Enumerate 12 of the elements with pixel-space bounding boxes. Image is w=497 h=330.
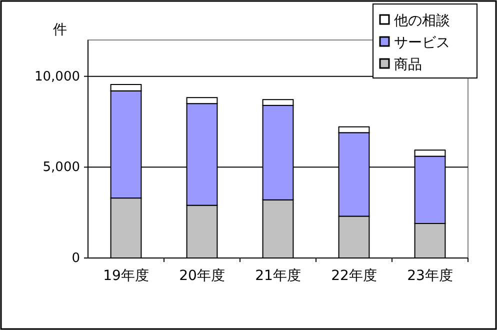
x-tick-label: 19年度 (103, 268, 149, 284)
legend-label: 商品 (394, 57, 422, 73)
x-tick-label: 22年度 (331, 268, 377, 284)
x-tick-label: 20年度 (179, 268, 225, 284)
x-tick-label: 23年度 (407, 268, 453, 284)
legend-label: 他の相談 (394, 13, 450, 29)
y-tick-label: 5,000 (42, 160, 80, 176)
y-axis-title: 件 (53, 22, 67, 38)
x-tick-label: 21年度 (255, 268, 301, 284)
legend-label: サービス (394, 35, 450, 51)
y-tick-label: 10,000 (34, 69, 80, 84)
y-tick-label: 0 (72, 251, 80, 266)
